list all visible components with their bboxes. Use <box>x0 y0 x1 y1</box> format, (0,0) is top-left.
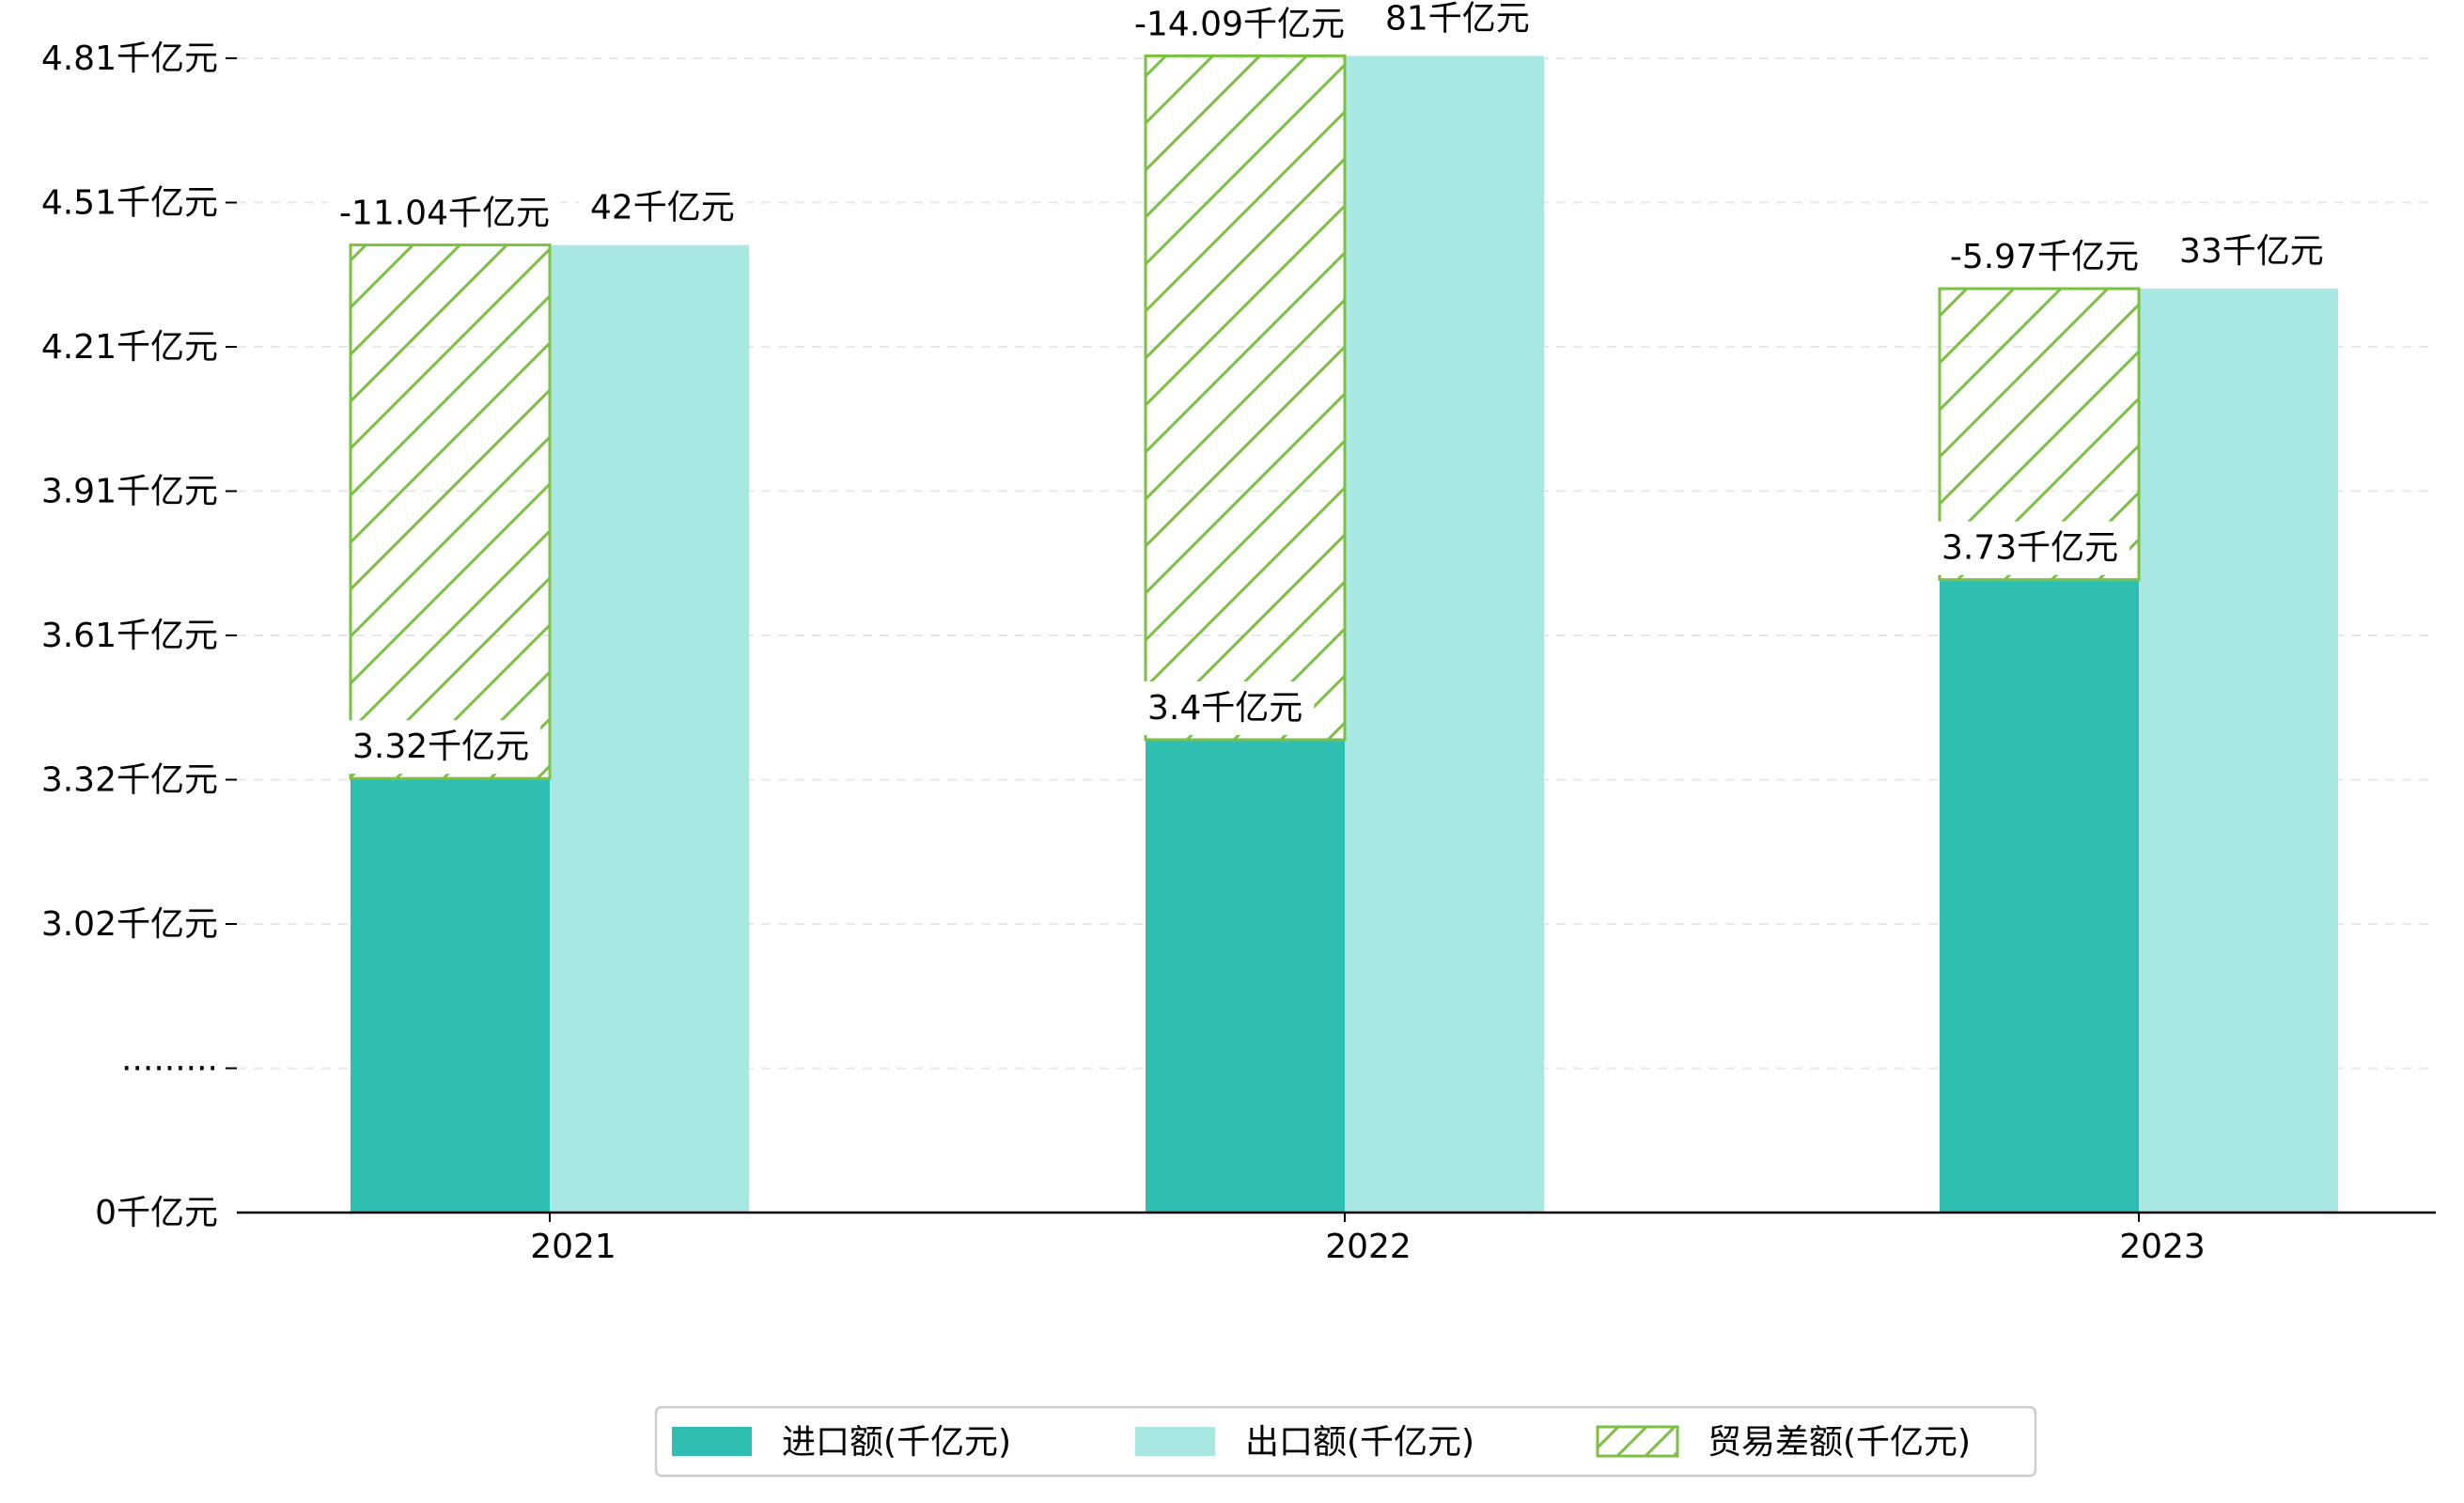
bar-trade-diff <box>349 243 552 780</box>
bar-trade-diff <box>1144 54 1347 742</box>
data-label-export-bg <box>1374 0 1541 46</box>
data-label-trade-diff: -5.97千亿元 <box>1950 238 2139 276</box>
data-label-import-bg <box>341 720 541 775</box>
data-label-export: 42千亿元 <box>590 189 735 227</box>
bars-layer <box>349 54 2338 1213</box>
legend-label: 贸易差额(千亿元) <box>1708 1423 1971 1462</box>
legend: 进口额(千亿元) 出口额(千亿元) 贸易差额(千亿元) <box>654 1405 2037 1478</box>
legend-swatch-import <box>672 1427 752 1456</box>
data-label-export: 33千亿元 <box>2179 232 2324 271</box>
data-label-trade-diff: -14.09千亿元 <box>1134 5 1345 43</box>
bar-export <box>550 244 749 1213</box>
data-label-import: 3.32千亿元 <box>352 728 529 766</box>
data-label-trade-diff-bg <box>1122 0 1356 52</box>
y-tick-label: 4.81千亿元 <box>41 39 218 78</box>
data-label-trade-diff-bg <box>1938 230 2150 285</box>
data-label-trade-diff-bg <box>327 186 561 241</box>
legend-swatch-trade-diff <box>1596 1425 1679 1458</box>
y-tick-label: 3.91千亿元 <box>41 473 218 511</box>
y-tick-label: 4.51千亿元 <box>41 184 218 223</box>
data-label-export-bg <box>2168 225 2335 279</box>
data-label-export-bg <box>579 180 746 235</box>
labels-layer: 3.32千亿元 -11.04千亿元 42千亿元 3.4千亿元 -14.09千亿元 81千亿… <box>327 0 2335 775</box>
y-tick-label: 3.32千亿元 <box>41 761 218 800</box>
legend-label: 出口额(千亿元) <box>1245 1423 1474 1462</box>
data-label-export: 81千亿元 <box>1385 0 1530 38</box>
legend-swatch-export <box>1135 1427 1215 1456</box>
data-label-import: 3.73千亿元 <box>1942 529 2118 568</box>
legend-frame <box>654 1405 2037 1478</box>
bar-export <box>1345 55 1544 1213</box>
x-tick-label: 2022 <box>1325 1228 1411 1266</box>
x-tick-label: 2021 <box>530 1228 616 1266</box>
data-label-import: 3.4千亿元 <box>1147 689 1302 728</box>
data-label-trade-diff: -11.04千亿元 <box>339 195 550 233</box>
y-tick-label: 3.61千亿元 <box>41 617 218 655</box>
bar-import <box>351 778 550 1213</box>
bar-import <box>1940 579 2139 1213</box>
y-tick-label: 4.21千亿元 <box>41 328 218 367</box>
legend-label: 进口额(千亿元) <box>782 1423 1011 1462</box>
y-tick-label: 0千亿元 <box>95 1194 218 1232</box>
y-tick-label: 3.02千亿元 <box>41 905 218 944</box>
y-tick-label: ········· <box>121 1050 218 1088</box>
data-label-import-bg <box>1930 521 2130 575</box>
bar-import <box>1146 739 1345 1213</box>
bar-export <box>2139 289 2338 1213</box>
data-label-import-bg <box>1136 681 1315 735</box>
x-tick-label: 2023 <box>2119 1228 2206 1266</box>
axis-layer: 0千亿元 ········· 3.02千亿元 3.32千亿元 3.61千亿元 3.91千亿… <box>41 39 2436 1266</box>
